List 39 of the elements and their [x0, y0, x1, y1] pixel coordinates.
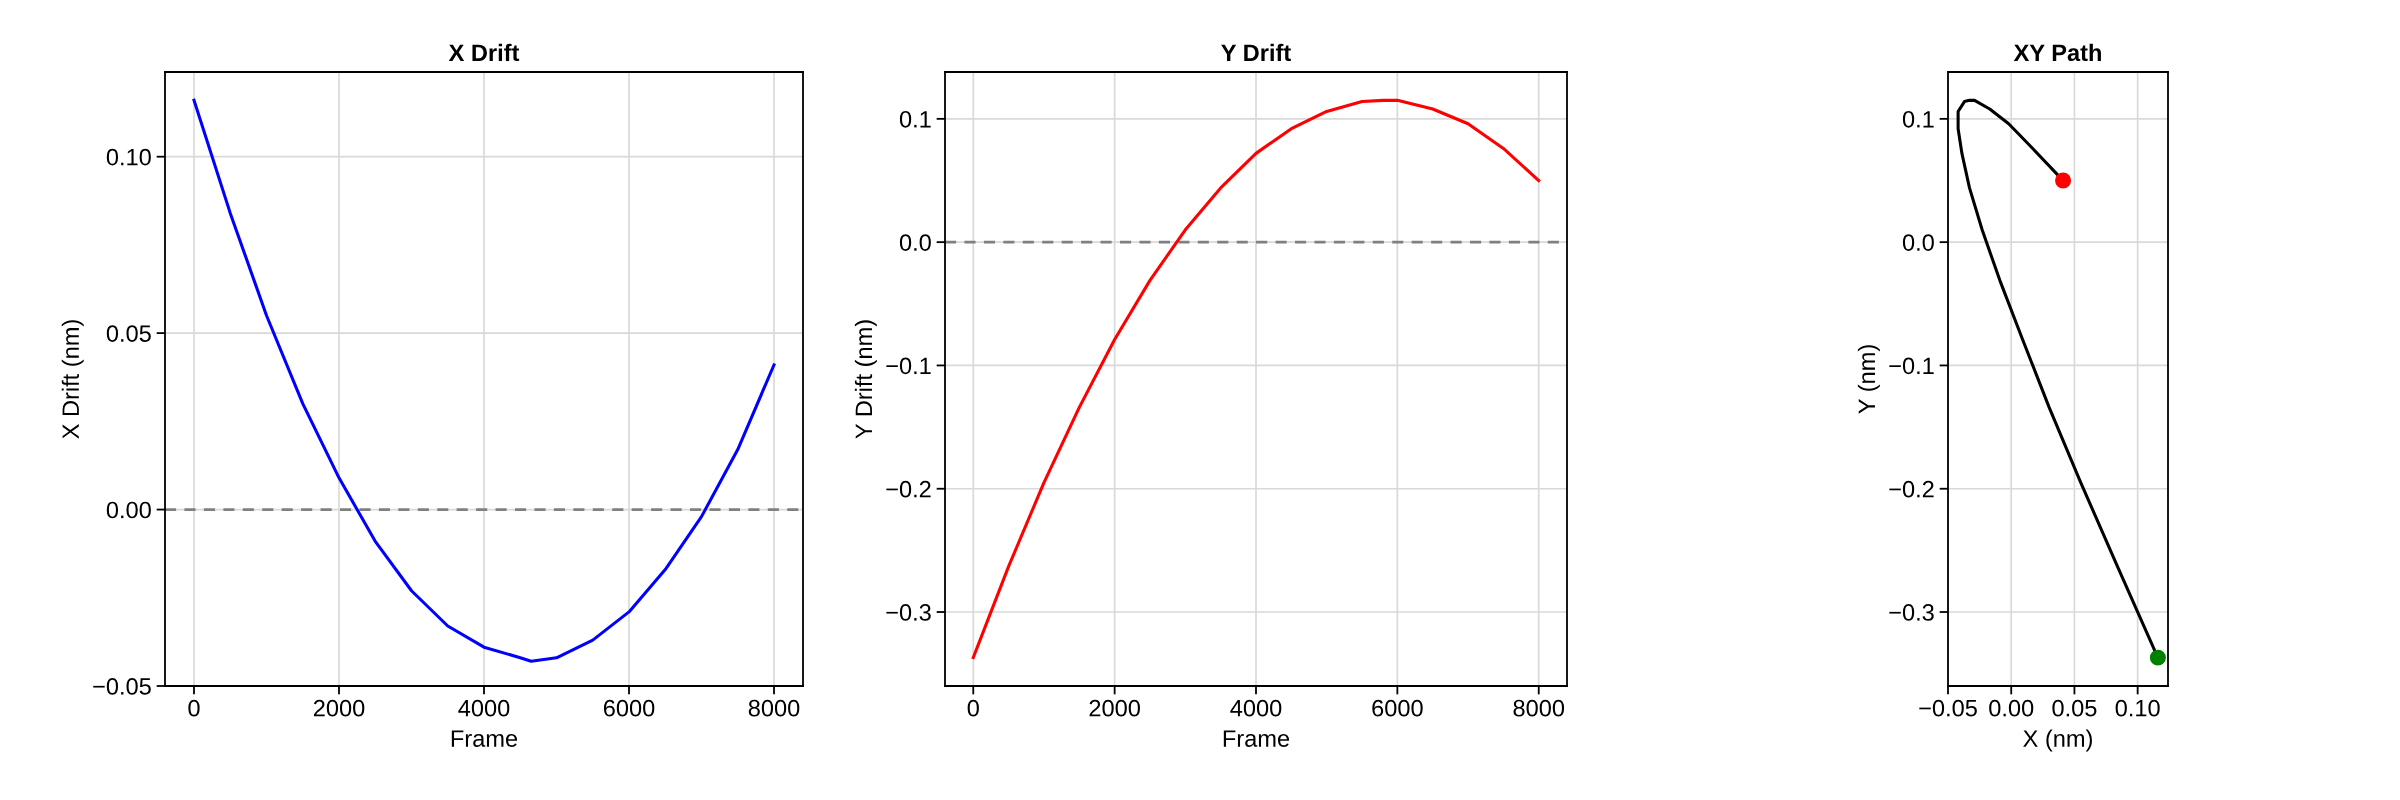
y-axis-title: Y (nm) [1857, 345, 1880, 414]
y-tick-label: 0.0 [899, 234, 931, 251]
y-tick-label: −0.3 [886, 604, 931, 621]
y-tick-label: 0.00 [106, 501, 151, 519]
chart-title: XY Path [2013, 43, 2101, 62]
x-tick-label: 0.05 [2052, 699, 2097, 717]
x-tick-label: 0.10 [2115, 699, 2160, 717]
y-tick-label: −0.2 [886, 480, 931, 498]
y-axis-title: Y Drift (nm) [854, 320, 877, 439]
y-axis-title: X Drift (nm) [61, 320, 84, 439]
x-tick-label: 6000 [603, 699, 655, 717]
y-tick-label: −0.2 [1889, 480, 1934, 498]
line-series [192, 98, 776, 663]
x-axis-title: X (nm) [2023, 729, 2092, 752]
y-tick-label: −0.05 [93, 678, 151, 695]
x-tick-label: 4000 [1230, 699, 1282, 717]
x-tick-label: 6000 [1372, 699, 1423, 717]
x-tick-label: 4000 [458, 699, 510, 717]
chart-title: Y Drift [1221, 43, 1291, 62]
y-tick-label: 0.1 [899, 110, 931, 128]
x-tick-label: 0 [967, 699, 979, 717]
x-axis-title: Frame [1223, 730, 1290, 747]
y-tick-label: −0.1 [1889, 357, 1934, 375]
x-tick-label: −0.05 [1919, 699, 1977, 717]
x-tick-label: 2000 [1089, 699, 1140, 717]
y-tick-label: 0.1 [1902, 110, 1934, 128]
y-tick-label: −0.1 [886, 357, 931, 375]
x-tick-label: 8000 [748, 699, 800, 717]
y-tick-label: 0.10 [106, 148, 151, 166]
line-series [971, 98, 1541, 660]
x-tick-label: 0.00 [1989, 699, 2034, 717]
x-tick-label: 8000 [1513, 699, 1565, 717]
chart-title: X Drift [448, 43, 520, 62]
y-tick-label: 0.05 [106, 325, 151, 342]
x-axis-title: Frame [451, 730, 518, 747]
y-tick-label: −0.3 [1889, 604, 1934, 621]
x-tick-label: 0 [188, 699, 200, 717]
x-tick-label: 2000 [313, 699, 365, 717]
y-tick-label: 0.0 [1902, 234, 1934, 251]
